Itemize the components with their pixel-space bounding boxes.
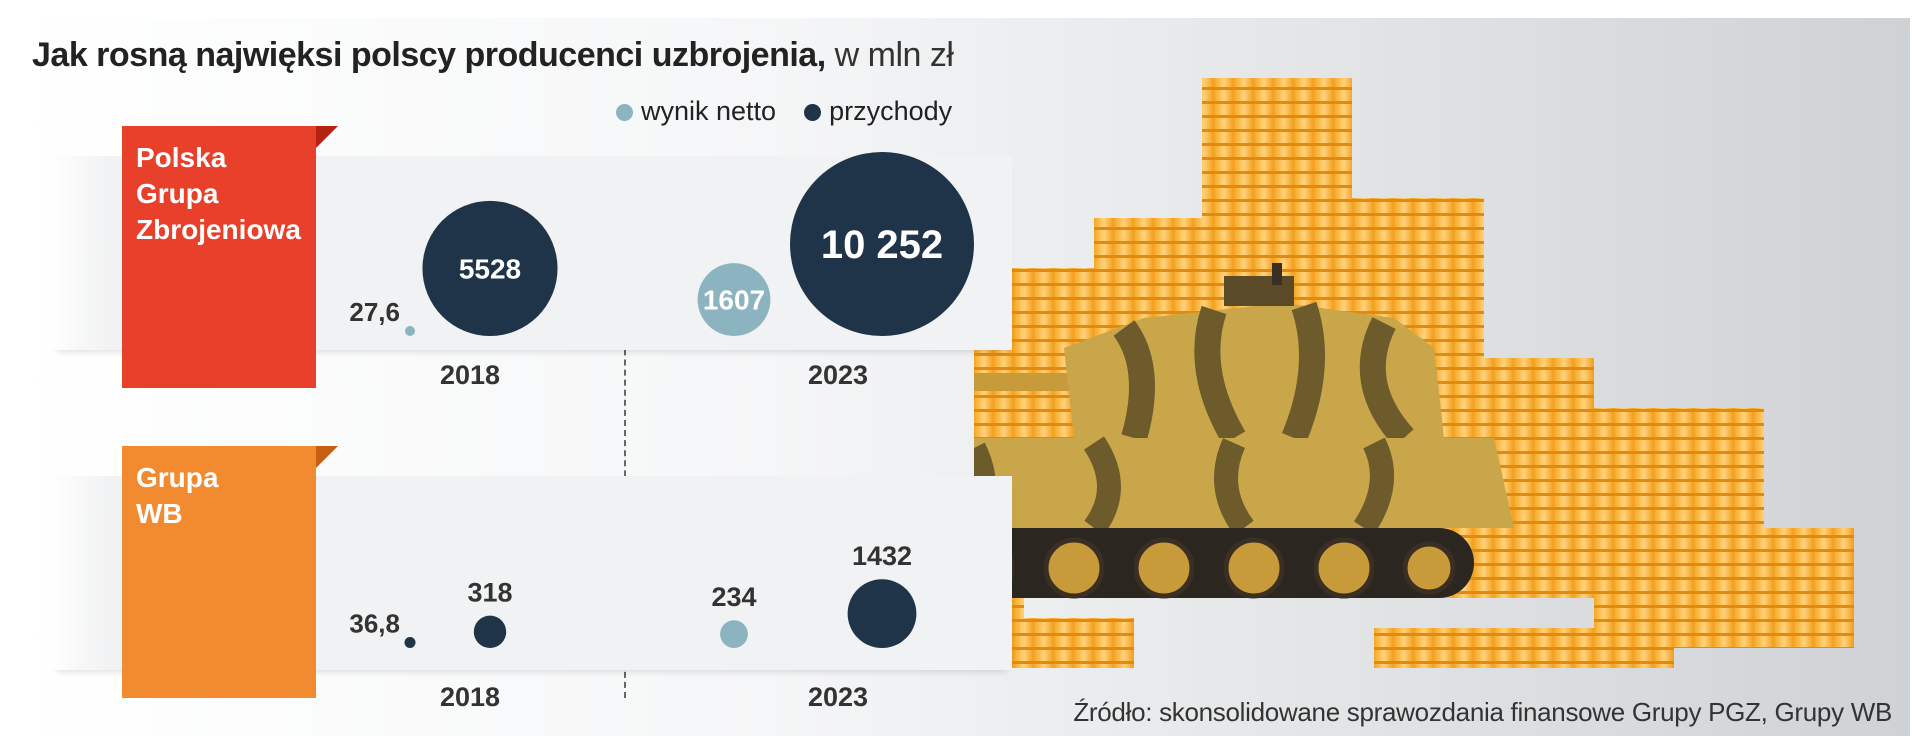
bubble-wb-net-2018 <box>404 636 416 648</box>
value-label-pgz-revenue-2023: 10 252 <box>821 223 943 267</box>
bubble-layer: 27,6 5528 1607 10 252 36,8 318 234 1432 <box>349 152 974 649</box>
year-label-pgz-2018: 2018 <box>439 360 501 390</box>
pgz-name-line-2: Grupa <box>136 178 219 209</box>
pgz-name-line-1: Polska <box>136 142 227 173</box>
wb-name-line-1: Grupa <box>136 462 219 493</box>
value-label-wb-net-2023: 234 <box>711 582 756 612</box>
wb-name-line-2: WB <box>136 498 183 529</box>
year-label-wb-2018: 2018 <box>439 682 501 712</box>
legend-item-net: wynik netto <box>616 96 776 127</box>
value-label-wb-revenue-2023: 1432 <box>852 541 912 571</box>
year-divider <box>624 158 626 698</box>
value-label-pgz-revenue-2018: 5528 <box>459 253 521 284</box>
company-label-pgz: Polska Grupa Zbrojeniowa <box>122 126 338 388</box>
chart-title: Jak rosną najwięksi polscy producenci uz… <box>32 36 954 75</box>
legend: wynik netto przychody <box>616 96 952 127</box>
bubble-wb-revenue-2023 <box>847 579 917 648</box>
year-label-wb-2023: 2023 <box>807 682 869 712</box>
bubble-pgz-net-2023 <box>697 263 771 336</box>
bubble-pgz-net-2018 <box>405 326 415 336</box>
pgz-name-line-3: Zbrojeniowa <box>136 214 301 245</box>
infographic: Jak rosną najwięksi polscy producenci uz… <box>12 18 1910 736</box>
value-label-wb-revenue-2018: 318 <box>467 578 512 608</box>
bubble-pgz-revenue-2023 <box>790 152 974 336</box>
legend-label-revenue: przychody <box>829 96 953 126</box>
bubble-wb-revenue-2018 <box>473 615 507 648</box>
source-note: Źródło: skonsolidowane sprawozdania fina… <box>1073 697 1892 727</box>
value-label-pgz-net-2018: 27,6 <box>349 297 400 327</box>
bubble-pgz-revenue-2018 <box>422 200 558 336</box>
legend-dot-net <box>616 104 633 121</box>
tank <box>974 263 1514 599</box>
company-label-wb: Grupa WB <box>122 446 338 698</box>
bubble-wb-net-2023 <box>720 620 748 649</box>
legend-dot-revenue <box>804 104 822 121</box>
title-unit: w mln zł <box>834 36 954 74</box>
value-label-pgz-net-2023: 1607 <box>703 285 765 316</box>
legend-label-net: wynik netto <box>641 96 777 126</box>
title-main: Jak rosną najwięksi polscy producenci uz… <box>32 36 826 74</box>
value-label-wb-net-2018: 36,8 <box>349 608 400 638</box>
year-label-pgz-2023: 2023 <box>807 360 869 390</box>
legend-item-revenue: przychody <box>804 96 952 127</box>
